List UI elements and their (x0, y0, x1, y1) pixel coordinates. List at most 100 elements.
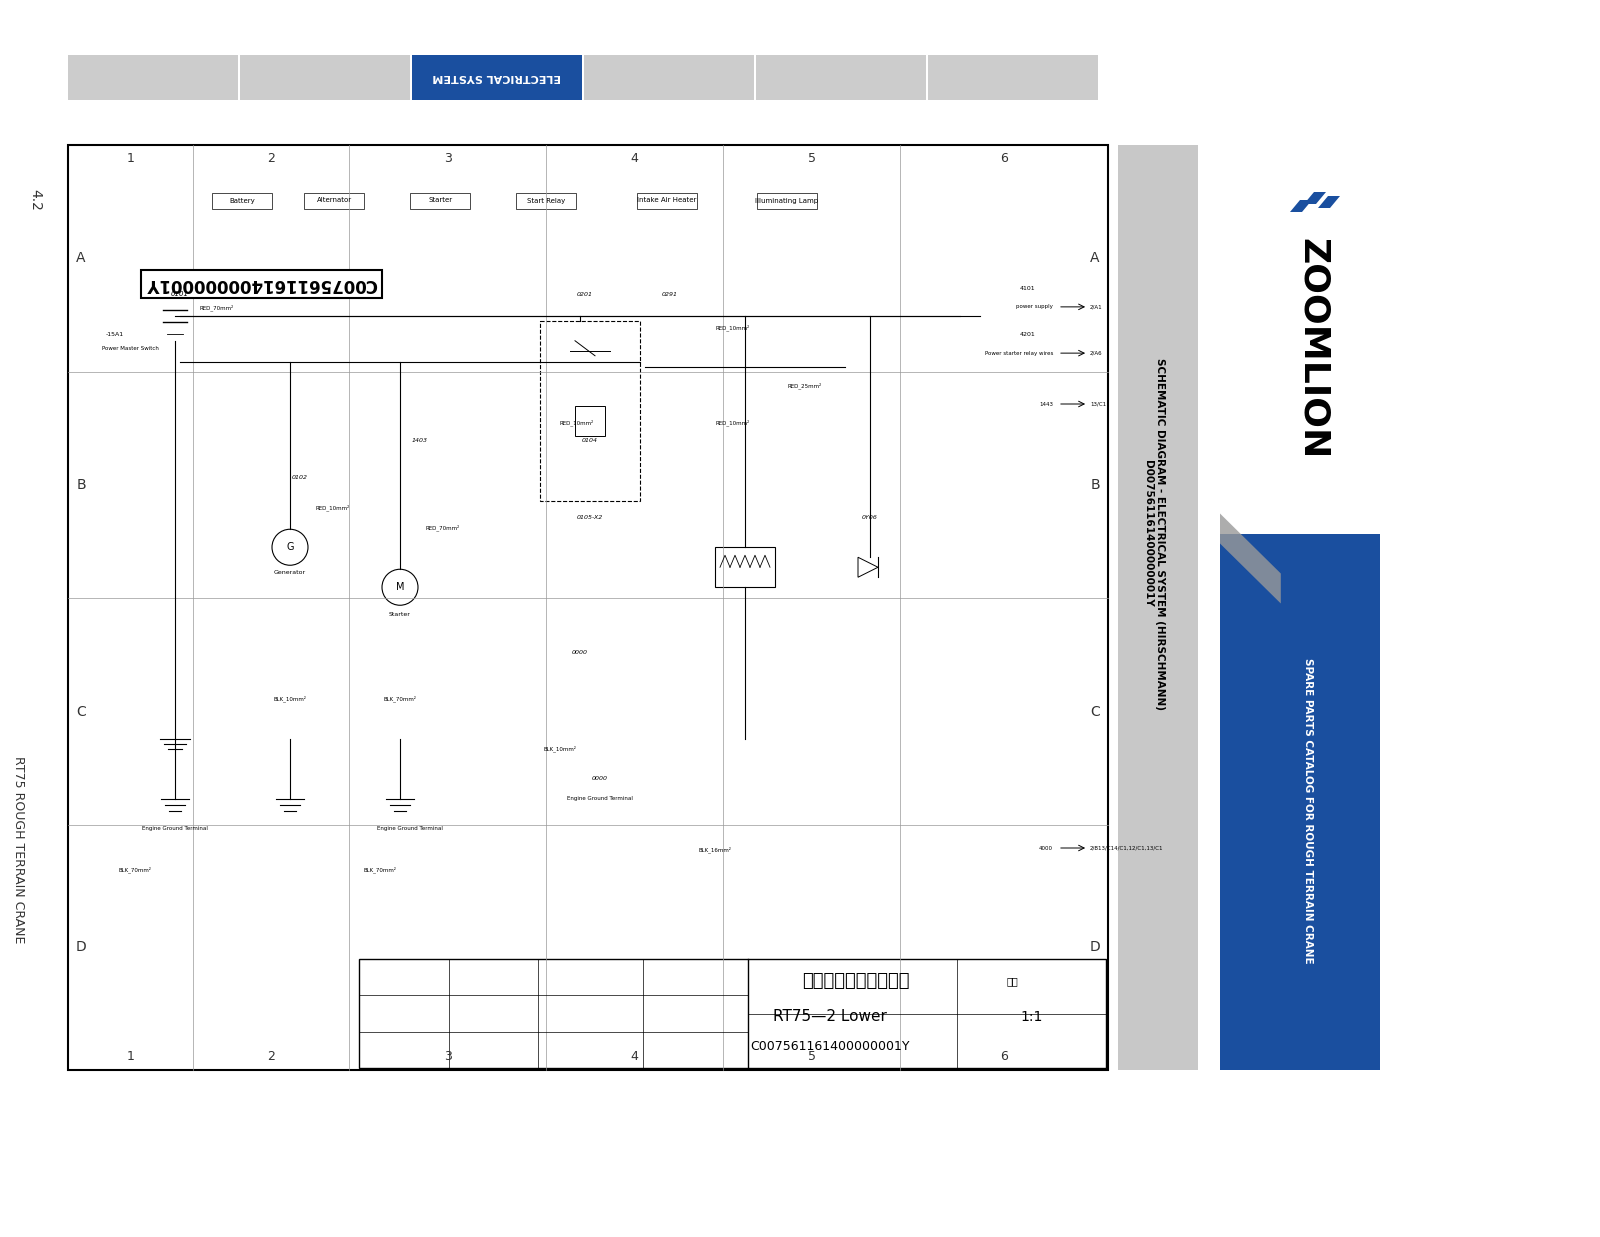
Text: 比例: 比例 (1006, 976, 1019, 986)
Polygon shape (1304, 192, 1326, 204)
Bar (757, 193, 818, 209)
Polygon shape (858, 557, 878, 578)
Text: 4: 4 (630, 1049, 638, 1063)
Text: RED_10mm²: RED_10mm² (315, 503, 349, 511)
Text: 2/A1: 2/A1 (1090, 304, 1102, 309)
Text: 中联重科股份有限公司: 中联重科股份有限公司 (802, 972, 909, 990)
Text: 0201: 0201 (578, 292, 594, 297)
Text: Starter: Starter (389, 612, 411, 617)
Bar (1221, 533, 1379, 1070)
Text: B: B (77, 477, 86, 492)
Text: 4000: 4000 (1038, 846, 1053, 851)
Text: Generator: Generator (274, 570, 306, 575)
Text: 2/A6: 2/A6 (1090, 350, 1102, 355)
Text: Alternator: Alternator (317, 198, 352, 204)
Text: 6: 6 (1000, 1049, 1008, 1063)
Text: 5: 5 (808, 1049, 816, 1063)
Text: RED_70mm²: RED_70mm² (200, 304, 234, 312)
Text: ELECTRICAL SYSTEM: ELECTRICAL SYSTEM (432, 73, 562, 83)
Text: RED_10mm²: RED_10mm² (715, 325, 749, 332)
Text: SPARE PARTS CATALOG FOR ROUGH TERRAIN CRANE: SPARE PARTS CATALOG FOR ROUGH TERRAIN CR… (1302, 658, 1314, 964)
Text: M: M (395, 583, 405, 593)
Text: 2/B13/C14/C1,12/C1,13/C1: 2/B13/C14/C1,12/C1,13/C1 (1090, 846, 1163, 851)
Text: Engine Ground Terminal: Engine Ground Terminal (566, 795, 634, 802)
Text: 4101: 4101 (1021, 286, 1035, 291)
Polygon shape (1318, 195, 1341, 208)
Text: BLK_10mm²: BLK_10mm² (544, 745, 576, 752)
Text: BLK_70mm²: BLK_70mm² (363, 866, 397, 873)
Text: -15A1: -15A1 (106, 332, 125, 336)
Text: 1403: 1403 (413, 438, 429, 444)
Text: 0104: 0104 (582, 438, 598, 444)
Text: Illuminating Lamp: Illuminating Lamp (755, 198, 819, 204)
Text: 2: 2 (267, 152, 275, 166)
Text: RT75—2 Lower: RT75—2 Lower (773, 1009, 886, 1024)
Text: Engine Ground Terminal: Engine Ground Terminal (142, 826, 208, 831)
Text: A: A (77, 251, 86, 265)
Bar (240, 54, 410, 100)
Text: 4.2: 4.2 (29, 189, 42, 212)
Text: Start Relay: Start Relay (528, 198, 565, 204)
Bar (304, 193, 365, 209)
Bar (410, 193, 470, 209)
Bar (637, 193, 696, 209)
Text: 13/C1: 13/C1 (1090, 402, 1106, 407)
Bar (584, 54, 754, 100)
Text: BLK_70mm²: BLK_70mm² (118, 866, 152, 873)
Text: 2: 2 (267, 1049, 275, 1063)
Text: C007561161400000001Y: C007561161400000001Y (750, 1040, 909, 1053)
Text: Power starter relay wires: Power starter relay wires (984, 350, 1053, 355)
Polygon shape (1290, 200, 1312, 212)
Bar (517, 193, 576, 209)
Text: BLK_10mm²: BLK_10mm² (274, 695, 307, 701)
Text: ZOOMLION: ZOOMLION (1296, 238, 1330, 459)
Text: D: D (75, 940, 86, 955)
Text: 0000: 0000 (592, 776, 608, 781)
Bar (928, 54, 1098, 100)
Text: 4201: 4201 (1021, 332, 1035, 338)
Bar (1221, 145, 1379, 533)
Text: 0105-X2: 0105-X2 (578, 515, 603, 520)
Text: SCHEMATIC DIAGRAM - ELECTRICAL SYSTEM (HIRSCHMANN)
D007561161400000001Y: SCHEMATIC DIAGRAM - ELECTRICAL SYSTEM (H… (1142, 357, 1165, 710)
Text: C: C (77, 705, 86, 719)
Text: 0101: 0101 (171, 291, 189, 297)
Text: 0000: 0000 (573, 649, 589, 654)
Text: Starter: Starter (429, 198, 453, 204)
Bar (67, 54, 238, 100)
Text: BLK_16mm²: BLK_16mm² (699, 846, 731, 854)
Bar (213, 193, 272, 209)
Text: Battery: Battery (229, 198, 254, 204)
Text: 1: 1 (126, 152, 134, 166)
Text: C: C (1090, 705, 1099, 719)
Text: RED_70mm²: RED_70mm² (426, 524, 459, 531)
Text: G: G (286, 542, 294, 552)
Text: RED_10mm²: RED_10mm² (560, 419, 594, 426)
Bar (360, 959, 1106, 1068)
Bar (715, 547, 774, 588)
Text: power supply: power supply (1016, 304, 1053, 309)
Text: Intake Air Heater: Intake Air Heater (637, 198, 696, 204)
Text: 3: 3 (443, 152, 451, 166)
Text: 0Y06: 0Y06 (862, 515, 878, 520)
Text: BLK_70mm²: BLK_70mm² (384, 695, 416, 701)
Text: 1: 1 (126, 1049, 134, 1063)
Text: 0102: 0102 (291, 475, 307, 480)
Bar (1118, 145, 1198, 1070)
Text: D: D (1090, 940, 1101, 955)
Text: 6: 6 (1000, 152, 1008, 166)
Text: B: B (1090, 477, 1099, 492)
Text: RED_25mm²: RED_25mm² (787, 382, 822, 388)
Text: 3: 3 (443, 1049, 451, 1063)
Bar (574, 406, 605, 435)
Text: RED_10mm²: RED_10mm² (715, 419, 749, 426)
Text: 1:1: 1:1 (1021, 1009, 1043, 1024)
Text: C007561161400000001Y: C007561161400000001Y (146, 275, 378, 293)
Text: 1443: 1443 (1038, 402, 1053, 407)
Polygon shape (1221, 513, 1280, 604)
Bar (541, 320, 640, 501)
Text: 5: 5 (808, 152, 816, 166)
Bar (413, 54, 582, 100)
Text: RT75 ROUGH TERRAIN CRANE: RT75 ROUGH TERRAIN CRANE (11, 756, 24, 944)
Text: A: A (1090, 251, 1099, 265)
Text: 4: 4 (630, 152, 638, 166)
